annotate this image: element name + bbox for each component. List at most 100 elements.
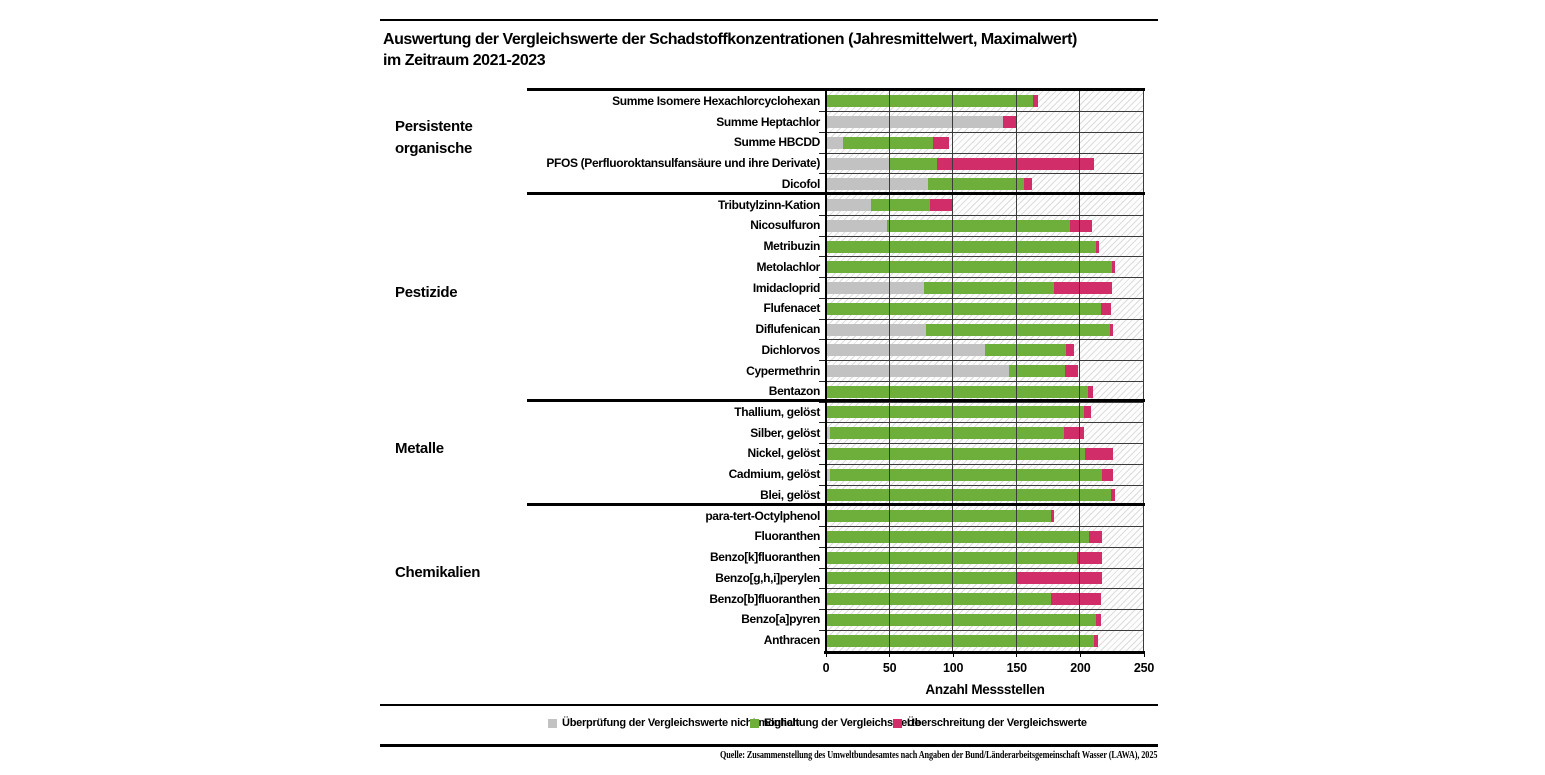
row-label: Cypermethrin (746, 363, 820, 378)
bar-segment-exceeded (1051, 510, 1054, 523)
axis-tick (1079, 653, 1081, 657)
gridline-150 (1015, 91, 1017, 651)
bar-row (826, 95, 1039, 108)
axis-tick (889, 653, 891, 657)
row-tick (819, 505, 826, 507)
bar-segment-exceeded (936, 157, 1095, 170)
bar-segment-compliant (826, 302, 1101, 315)
x-tick-label: 50 (882, 661, 897, 675)
row-tick (819, 588, 826, 590)
row-tick (819, 318, 826, 320)
row-label: Dicofol (781, 176, 821, 191)
bar-row (826, 323, 1114, 336)
row-tick (819, 131, 826, 133)
row-label: Diflufenican (755, 322, 821, 337)
bar-row (826, 593, 1101, 606)
bar-segment-compliant (826, 530, 1090, 543)
bar-segment-compliant (829, 468, 1103, 481)
bar-segment-compliant (826, 634, 1095, 647)
row-label: Summe Isomere Hexachlorcyclohexan (612, 93, 820, 108)
x-axis-line (824, 651, 1145, 654)
x-tick-label: 200 (1070, 661, 1091, 675)
legend-label: Überschreitung der Vergleichswerte (907, 717, 1087, 729)
row-separator (826, 152, 1144, 154)
legend-bottom-rule (380, 744, 1158, 747)
group-separator (527, 88, 1145, 91)
bar-row (826, 427, 1085, 440)
row-label: Metribuzin (763, 239, 821, 254)
bar-segment-compliant (985, 344, 1067, 357)
bar-segment-not-checkable (826, 282, 924, 295)
group-separator (527, 502, 1145, 506)
chart-title: Auswertung der Vergleichswerte der Schad… (383, 29, 1163, 71)
bar-segment-compliant (887, 219, 1071, 232)
bar-segment-exceeded (930, 199, 954, 212)
row-label: Silber, gelöst (750, 425, 820, 440)
bar-segment-exceeded (1051, 593, 1101, 606)
row-separator (826, 463, 1144, 465)
gridline-200 (1079, 91, 1081, 651)
x-tick-label: 100 (943, 661, 964, 675)
row-label: Flufenacet (763, 301, 820, 316)
row-tick (819, 256, 826, 258)
bar-segment-compliant (1009, 365, 1066, 377)
bar-segment-compliant (870, 199, 931, 212)
bar-segment-exceeded (1100, 302, 1111, 315)
bar-segment-exceeded (1109, 323, 1114, 336)
bar-row (826, 199, 954, 212)
group-separator (527, 191, 1145, 195)
source-note: Quelle: Zusammenstellung des Umweltbunde… (719, 750, 1157, 761)
row-separator (826, 173, 1144, 175)
bar-segment-exceeded (1053, 282, 1113, 295)
bar-segment-exceeded (1088, 385, 1094, 398)
legend-swatch-green (750, 718, 759, 728)
row-separator (826, 214, 1144, 216)
bar-segment-not-checkable (826, 365, 1010, 377)
row-separator (826, 131, 1144, 133)
row-tick (819, 235, 826, 237)
row-label: Nicosulfuron (750, 218, 820, 233)
row-separator (826, 505, 1144, 507)
axis-tick (952, 653, 954, 657)
row-tick (819, 443, 826, 445)
bar-segment-exceeded (1016, 572, 1103, 585)
row-separator (826, 526, 1144, 528)
row-label: Dichlorvos (761, 342, 820, 357)
row-separator (826, 318, 1144, 320)
row-label: Metolachlor (756, 259, 821, 274)
bar-segment-compliant (826, 240, 1096, 253)
row-label: Fluoranthen (754, 529, 821, 544)
row-separator (826, 609, 1144, 611)
row-tick (819, 173, 826, 175)
bar-segment-not-checkable (826, 157, 890, 170)
bar-segment-compliant (826, 261, 1113, 274)
group-label-1: Persistente organische (395, 118, 473, 157)
bar-segment-not-checkable (826, 219, 888, 232)
legend-item-compliance: Einhaltung der Vergleichswerte (750, 716, 921, 730)
title-line-2: im Zeitraum 2021-2023 (383, 52, 546, 69)
bar-row (826, 116, 1017, 129)
bar-row (826, 551, 1103, 564)
row-label: para-tert-Octylphenol (705, 508, 820, 523)
bar-row (826, 510, 1054, 523)
row-label: Benzo[g,h,i]perylen (715, 570, 820, 585)
row-label: Blei, gelöst (760, 487, 820, 502)
bar-segment-compliant (826, 572, 1017, 585)
row-label: Tributylzinn-Kation (717, 197, 820, 212)
row-tick (819, 546, 826, 548)
legend-label: Überprüfung der Vergleichswerte nicht mö… (562, 717, 799, 729)
bar-row (826, 136, 950, 149)
axis-tick (1016, 653, 1018, 657)
row-tick (819, 463, 826, 465)
bar-segment-not-checkable (826, 468, 830, 481)
row-label: PFOS (Perfluoroktansulfansäure und ihre … (546, 156, 820, 171)
bar-segment-exceeded (1094, 634, 1099, 647)
bar-row (826, 157, 1095, 170)
row-label: Anthracen (763, 633, 821, 648)
row-tick (819, 214, 826, 216)
bar-segment-exceeded (1102, 468, 1114, 481)
bar-row (826, 634, 1099, 647)
legend-top-rule (380, 704, 1158, 706)
bar-row (826, 447, 1114, 460)
bar-segment-compliant (829, 427, 1064, 440)
